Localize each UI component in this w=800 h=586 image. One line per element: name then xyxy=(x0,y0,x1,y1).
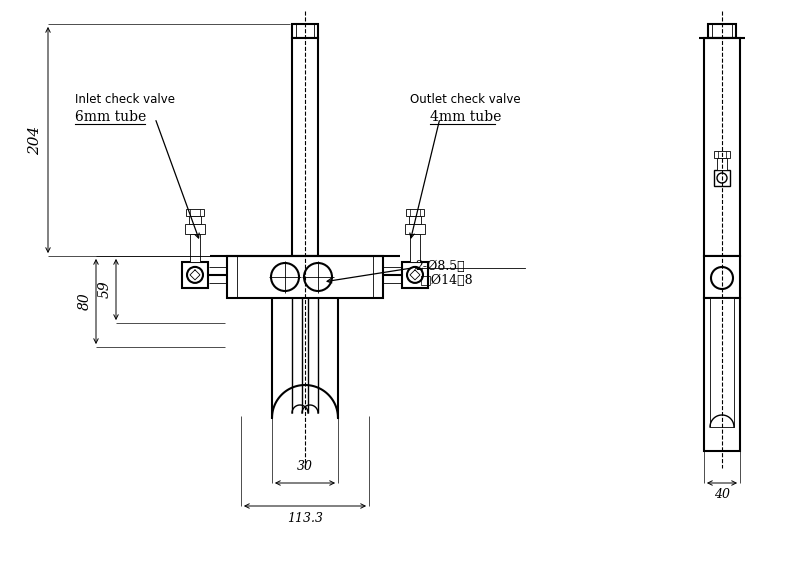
Text: 113.3: 113.3 xyxy=(287,512,323,524)
Text: □Ø14℄8: □Ø14℄8 xyxy=(420,274,474,288)
Bar xyxy=(405,224,425,234)
Bar xyxy=(190,234,200,262)
Bar xyxy=(409,216,421,224)
Bar xyxy=(189,216,201,224)
Bar xyxy=(406,209,424,216)
Bar xyxy=(410,234,420,262)
Bar xyxy=(292,38,318,256)
Bar xyxy=(186,209,204,216)
Text: 59: 59 xyxy=(98,281,112,298)
Bar xyxy=(714,151,730,158)
Bar xyxy=(185,224,205,234)
Bar xyxy=(182,262,208,288)
Bar xyxy=(708,24,736,38)
Text: Inlet check valve: Inlet check valve xyxy=(75,93,175,106)
Text: 204: 204 xyxy=(28,125,42,155)
Bar xyxy=(704,38,740,256)
Text: 80: 80 xyxy=(78,292,92,311)
Bar xyxy=(717,158,727,170)
Bar xyxy=(227,256,383,298)
Bar xyxy=(402,262,428,288)
Text: 30: 30 xyxy=(297,460,313,473)
Bar xyxy=(704,298,740,451)
Text: 2-Ø8.5通: 2-Ø8.5通 xyxy=(415,260,465,272)
Text: 6mm tube: 6mm tube xyxy=(75,110,146,124)
Bar xyxy=(710,298,734,427)
Text: 4mm tube: 4mm tube xyxy=(430,110,502,124)
Bar xyxy=(292,24,318,38)
Bar xyxy=(714,170,730,186)
Text: 40: 40 xyxy=(714,489,730,502)
Bar xyxy=(704,256,740,298)
Text: Outlet check valve: Outlet check valve xyxy=(410,93,521,106)
